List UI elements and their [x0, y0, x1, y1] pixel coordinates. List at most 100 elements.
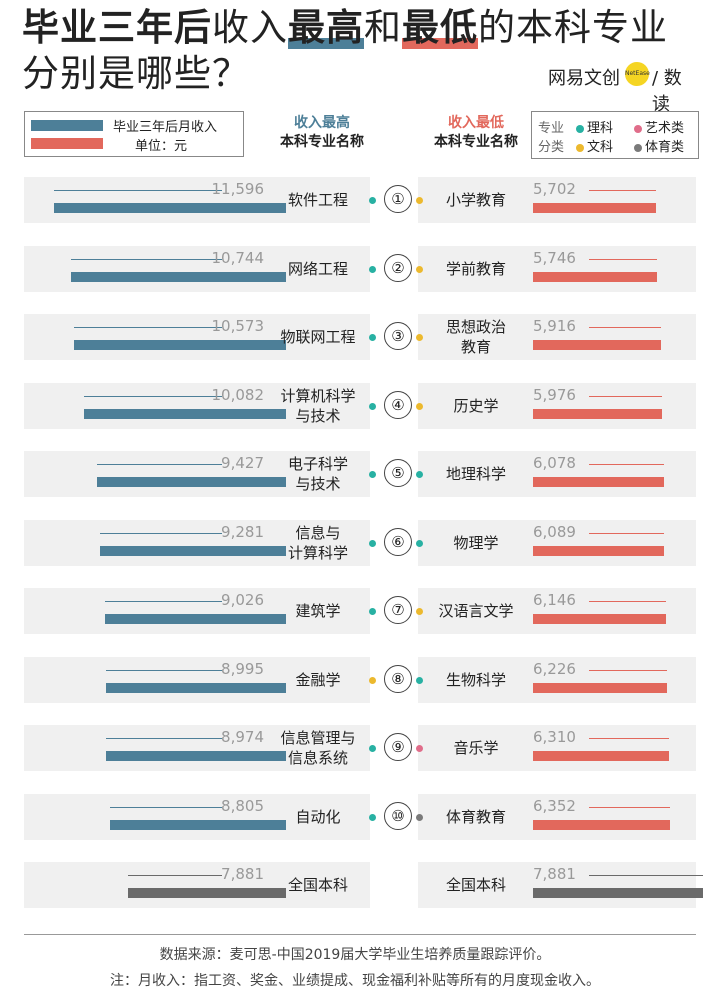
legend-income-label: 毕业三年后月收入: [113, 120, 218, 135]
rank-badge: ⑦: [384, 596, 412, 624]
low-major-name: 全国本科: [445, 876, 506, 894]
low-category-dot: [416, 402, 423, 410]
low-category-dot: [416, 265, 423, 273]
high-major-name: 全国本科: [287, 876, 348, 894]
row-left-bg: [24, 725, 370, 771]
low-bar-guide: [589, 601, 666, 602]
high-category-dot: [369, 197, 376, 204]
high-bar: [54, 203, 286, 213]
header-low: 收入最低 本科专业名称: [412, 114, 540, 152]
high-bar: [106, 751, 286, 761]
low-value-label: 5,702: [533, 180, 576, 198]
low-value-label: 5,976: [533, 385, 576, 404]
low-bar: [533, 888, 703, 898]
rank-badge: ⑩: [384, 801, 412, 830]
footer-divider: [24, 934, 696, 935]
low-value-label: 7,881: [533, 865, 576, 883]
low-value-label: 5,746: [533, 248, 576, 267]
brand-logo: 网易文创 NetEase / 数读: [548, 62, 698, 115]
low-value-label: 6,146: [533, 591, 576, 609]
high-value-label: 10,573: [211, 317, 265, 335]
low-bar-guide: [589, 669, 667, 671]
header-high: 收入最高 本科专业名称: [258, 114, 386, 152]
high-category-dot: [369, 745, 376, 752]
high-bar: [128, 888, 286, 898]
category-liberal: 文科: [576, 136, 613, 155]
high-bar-guide: [84, 395, 222, 397]
high-bar-guide: [106, 669, 222, 671]
high-bar: [74, 340, 286, 350]
high-major-name: 信息与 计算科学: [287, 523, 348, 562]
low-value-label: 6,226: [533, 659, 576, 678]
low-bar-guide: [589, 258, 657, 260]
high-category-dot: [369, 608, 376, 615]
high-bar-guide: [54, 190, 222, 191]
high-bar: [110, 819, 286, 830]
low-value-label: 5,916: [533, 317, 576, 335]
low-bar: [533, 751, 669, 761]
high-bar: [71, 271, 286, 282]
low-bar-guide: [589, 738, 669, 739]
row-right-bg: [418, 382, 696, 429]
low-bar-guide: [589, 395, 662, 397]
high-bar-guide: [100, 532, 222, 534]
category-art-label: 艺术类: [645, 121, 685, 136]
high-value-label: 9,427: [221, 454, 264, 472]
row-right-bg: [418, 177, 696, 223]
rank-badge: ⑧: [384, 664, 412, 693]
rank-badge: ①: [384, 185, 412, 213]
low-value-label: 6,352: [533, 796, 576, 815]
low-bar: [533, 819, 670, 830]
category-title-2: 分类: [538, 140, 565, 155]
low-bar: [533, 408, 662, 419]
high-bar: [97, 477, 286, 487]
high-value-label: 7,881: [221, 865, 264, 883]
high-value-label: 10,744: [211, 248, 265, 267]
category-legend: 专业 分类 理科 艺术类 文科 体育类: [531, 111, 699, 159]
high-major-name: 软件工程: [287, 191, 348, 209]
high-major-name: 物联网工程: [280, 328, 356, 346]
category-sports: 体育类: [634, 136, 684, 155]
chart-title-line2: 分别是哪些？: [22, 52, 250, 95]
low-category-dot: [416, 676, 423, 684]
high-major-name: 网络工程: [287, 259, 348, 278]
liberal-dot-icon: [576, 143, 584, 152]
legend-bar-high: [31, 120, 103, 131]
low-major-name: 物理学: [453, 533, 499, 552]
row-right-bg: [418, 588, 696, 634]
title-part-6: 的本科专业: [478, 6, 668, 49]
low-category-dot: [416, 745, 423, 752]
low-value-label: 6,078: [533, 454, 576, 472]
high-bar-guide: [110, 806, 222, 808]
legend-unit-label: 单位：元: [135, 139, 188, 154]
header-low-line1: 收入最低: [448, 115, 504, 131]
row-right-bg: [418, 314, 696, 360]
category-liberal-label: 文科: [587, 140, 614, 155]
footer-source: 数据来源：麦可思-中国2019届大学毕业生培养质量跟踪评价。: [159, 947, 551, 963]
sports-dot-icon: [634, 143, 642, 152]
low-bar: [533, 203, 656, 213]
low-category-dot: [416, 197, 423, 204]
rank-badge: ⑨: [384, 733, 412, 761]
low-major-name: 生物科学: [445, 670, 506, 689]
rank-badge: ⑥: [384, 527, 412, 556]
high-bar-guide: [74, 327, 222, 328]
high-major-name: 电子科学 与技术: [287, 455, 348, 493]
low-bar: [533, 614, 666, 624]
low-major-name: 历史学: [453, 396, 499, 415]
low-category-dot: [416, 471, 423, 478]
rank-badge: ②: [384, 253, 412, 282]
rank-badge: ⑤: [384, 459, 412, 487]
category-title-1: 专业: [538, 121, 565, 136]
rank-badge: ③: [384, 322, 412, 350]
row-right-bg: [418, 793, 696, 840]
high-major-name: 计算机科学 与技术: [280, 386, 356, 425]
low-bar-guide: [589, 190, 656, 191]
title-highlight-low: 最低: [402, 6, 478, 49]
low-category-dot: [416, 813, 423, 821]
low-major-name: 地理科学: [445, 465, 506, 483]
row-left-bg: [24, 588, 370, 634]
row-left-bg: [24, 793, 370, 840]
footer-note: 注：月收入：指工资、奖金、业绩提成、现金福利补贴等所有的月度现金收入。: [110, 973, 600, 989]
row-left-bg: [24, 451, 370, 497]
